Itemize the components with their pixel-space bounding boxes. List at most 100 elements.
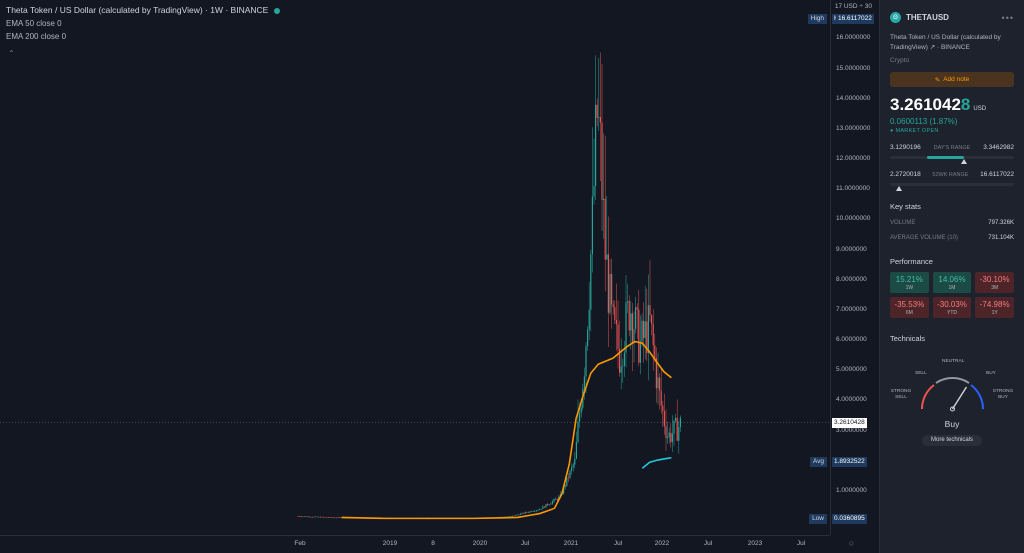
candle-body <box>614 307 616 320</box>
candle-body <box>655 358 657 389</box>
price-tick-label: 16.0000000 <box>836 34 871 42</box>
candle-body <box>521 512 523 514</box>
performance-value: 15.21% <box>895 274 923 284</box>
candle-body <box>300 516 302 518</box>
avg-volume-value: 731.104K <box>988 235 1014 241</box>
gauge-arc-buy <box>970 384 984 410</box>
price-tick-label: 9.0000000 <box>836 245 867 253</box>
candle-body <box>529 511 531 513</box>
candle-body <box>305 516 307 517</box>
candle-body <box>513 515 515 517</box>
candle-body <box>308 516 310 518</box>
candle-body <box>644 321 646 339</box>
current-price-tag: 3.2610428 <box>832 418 867 428</box>
candle-body <box>628 301 630 331</box>
candle-body <box>609 274 611 313</box>
avg-label-tag: Avg <box>809 457 827 467</box>
candle-body <box>535 510 537 512</box>
candle-body <box>652 323 654 346</box>
performance-value: -30.03% <box>937 299 967 309</box>
performance-title: Performance <box>890 257 933 266</box>
chevron-up-icon[interactable]: ⌃ <box>8 49 15 58</box>
price-tick-label: 8.0000000 <box>836 275 867 283</box>
candle-body <box>662 405 664 412</box>
candle-body <box>611 274 613 305</box>
week52-low: 2.2720018 <box>890 171 921 178</box>
last-price: 3.261042 8 USD <box>890 95 1014 115</box>
time-tick-label: 2021 <box>563 540 579 547</box>
symbol-title-row[interactable]: Theta Token / US Dollar (calculated by T… <box>6 4 281 17</box>
candle-body <box>302 516 304 518</box>
time-tick-label: Jul <box>796 540 806 547</box>
candle-body <box>607 254 609 313</box>
candle-body <box>299 516 301 517</box>
price-axis-top-label[interactable]: 17 USD ÷ 30 <box>834 3 872 10</box>
technicals-gauge[interactable]: NEUTRAL SELL BUY STRONG SELL STRONG BUY <box>890 347 1015 417</box>
price-axis[interactable]: 17 USD ÷ 30 <box>830 0 875 535</box>
day-high: 3.3462982 <box>983 144 1014 151</box>
candle-body <box>537 510 539 511</box>
candle-body <box>604 198 606 260</box>
candle-body <box>321 516 323 518</box>
candle-body <box>316 516 318 518</box>
candle-body <box>638 309 640 363</box>
week52-high: 16.6117022 <box>980 171 1014 178</box>
candle-body <box>319 516 321 518</box>
candle-body <box>303 516 305 517</box>
price-chart[interactable] <box>0 0 875 553</box>
candle-body <box>311 517 313 518</box>
candle-body <box>532 511 534 513</box>
candle-body <box>667 437 669 439</box>
candle-body <box>335 517 337 519</box>
price-tick-label: 1.0000000 <box>836 486 867 494</box>
candle-body <box>671 433 673 443</box>
candle-body <box>510 516 512 517</box>
candle-body <box>526 512 528 513</box>
time-tick-label: Jul <box>520 540 530 547</box>
time-tick-label: Jul <box>613 540 623 547</box>
candle-body <box>551 501 553 504</box>
candle-body <box>575 442 577 459</box>
add-note-button[interactable]: ✎ Add note <box>890 72 1014 87</box>
candle-body <box>297 516 299 517</box>
candle-body <box>654 345 656 359</box>
gauge-neutral-label: NEUTRAL <box>942 359 965 364</box>
candle-body <box>603 198 605 200</box>
candle-body <box>590 254 592 310</box>
gauge-arc-sell <box>921 384 935 410</box>
chart-pane[interactable]: Theta Token / US Dollar (calculated by T… <box>0 0 875 553</box>
candle-body <box>553 499 555 502</box>
candle-body <box>623 352 625 366</box>
candle-body <box>540 509 542 510</box>
more-technicals-button[interactable]: More technicals <box>922 435 982 446</box>
chart-legend: Theta Token / US Dollar (calculated by T… <box>6 4 281 43</box>
ema50-legend[interactable]: EMA 50 close 0 <box>6 19 62 28</box>
candle-body <box>660 390 662 406</box>
chart-settings-icon[interactable]: ○ <box>848 538 855 548</box>
candle-body <box>587 329 589 347</box>
candle-body <box>643 320 645 339</box>
candle-body <box>615 319 617 325</box>
ema200-legend[interactable]: EMA 200 close 0 <box>6 32 67 41</box>
performance-value: -35.53% <box>894 299 925 309</box>
performance-period: YTD <box>946 309 957 316</box>
price-tick-label: 13.0000000 <box>836 124 871 132</box>
symbol-name[interactable]: THETAUSD <box>906 13 949 22</box>
days-range-marker <box>961 159 968 164</box>
candle-body <box>649 305 651 316</box>
candle-body <box>627 301 629 303</box>
candle-body <box>673 420 675 434</box>
price-tick-label: 14.0000000 <box>836 94 871 102</box>
performance-period: 1Y <box>991 309 998 316</box>
candle-body <box>595 104 597 187</box>
days-range-bar <box>890 156 1014 164</box>
time-axis[interactable]: Feb 2019 8 2020 Jul 2021 Jul 2022 Jul 2023 Jul <box>0 535 830 553</box>
ema200-line <box>641 456 672 469</box>
candle-body <box>527 512 529 514</box>
candle-body <box>612 304 614 308</box>
more-horizontal-icon[interactable]: ••• <box>1001 12 1014 23</box>
key-stats-title: Key stats <box>890 202 921 211</box>
price-tick-label: 7.0000000 <box>836 305 867 313</box>
symbol-title: Theta Token / US Dollar (calculated by T… <box>6 5 269 15</box>
candle-body <box>670 432 672 443</box>
